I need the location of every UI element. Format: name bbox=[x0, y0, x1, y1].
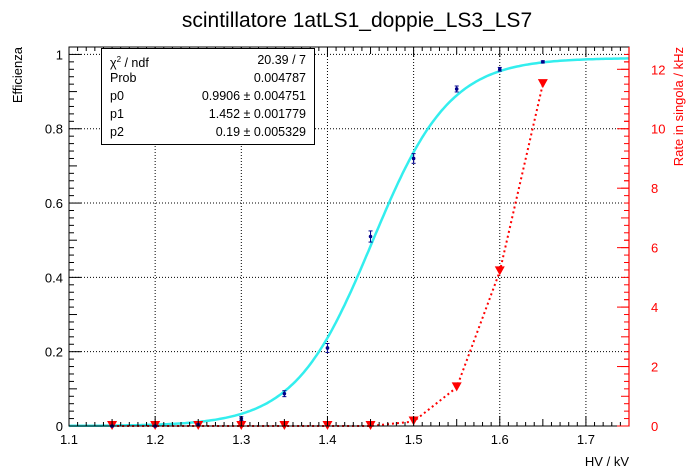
y-left-axis-label: Efficienza bbox=[10, 46, 25, 103]
efficiency-point bbox=[282, 391, 287, 396]
efficiency-point bbox=[541, 60, 545, 64]
y-left-tick-label: 0 bbox=[56, 419, 63, 434]
x-tick-label: 1.2 bbox=[146, 432, 164, 447]
x-tick-label: 1.5 bbox=[405, 432, 423, 447]
y-right-tick-label: 0 bbox=[651, 419, 658, 434]
x-tick-label: 1.1 bbox=[60, 432, 78, 447]
rate-marker bbox=[537, 79, 548, 89]
y-left-tick-label: 0.2 bbox=[45, 345, 63, 360]
efficiency-point bbox=[325, 346, 330, 350]
y-right-axis-label: Rate in singola / kHz bbox=[671, 47, 686, 166]
chart-title: scintillatore 1atLS1_doppie_LS3_LS7 bbox=[182, 9, 532, 32]
stats-value-p1: 1.452 ± 0.001779 bbox=[208, 107, 306, 121]
stats-key-prob: Prob bbox=[110, 71, 137, 85]
x-tick-label: 1.3 bbox=[232, 432, 250, 447]
axes: 1.1 1.2 1.3 1.4 1.5 1.6 1.700.20.40.60.8102468… bbox=[45, 47, 665, 447]
stats-value-p2: 0.19 ± 0.005329 bbox=[215, 125, 306, 139]
stats-value-prob: 0.004787 bbox=[253, 71, 306, 85]
y-right-tick-label: 12 bbox=[651, 62, 665, 77]
stats-key-p0: p0 bbox=[110, 89, 124, 103]
x-tick-label: 1.6 bbox=[491, 432, 509, 447]
y-right-tick-label: 8 bbox=[651, 181, 658, 196]
stats-row-prob: Prob 0.004787 bbox=[110, 69, 306, 87]
x-tick-label: 1.7 bbox=[577, 432, 595, 447]
y-right-tick-label: 10 bbox=[651, 122, 665, 137]
efficiency-point bbox=[368, 234, 373, 239]
y-left-tick-label: 0.6 bbox=[45, 196, 63, 211]
fit-layer bbox=[68, 57, 629, 428]
y-left-tick-label: 0.8 bbox=[45, 122, 63, 137]
stats-row-chi2: χ2 / ndf 20.39 / 7 bbox=[110, 51, 306, 71]
efficiency-point bbox=[454, 87, 459, 91]
x-axis-label: HV / kV bbox=[585, 454, 629, 469]
y-left-tick-label: 0.4 bbox=[45, 270, 63, 285]
y-right-tick-label: 2 bbox=[651, 360, 658, 375]
fit-curve bbox=[68, 57, 629, 428]
stats-key-p2: p2 bbox=[110, 125, 124, 139]
stats-value-chi2: 20.39 / 7 bbox=[257, 53, 306, 67]
y-right-tick-label: 4 bbox=[651, 300, 658, 315]
y-left-tick-label: 1 bbox=[56, 47, 63, 62]
x-tick-label: 1.4 bbox=[318, 432, 336, 447]
stats-key-chi2: χ2 / ndf bbox=[110, 55, 149, 71]
stats-row-p1: p1 1.452 ± 0.001779 bbox=[110, 105, 306, 123]
efficiency-point bbox=[497, 67, 502, 72]
fit-stats-box: χ2 / ndf 20.39 / 7 Prob 0.004787 p0 0.99… bbox=[101, 48, 315, 145]
rate-marker bbox=[451, 382, 462, 392]
rate-marker bbox=[494, 266, 505, 276]
stats-row-p0: p0 0.9906 ± 0.004751 bbox=[110, 87, 306, 105]
efficiency-point bbox=[411, 156, 416, 161]
stats-value-p0: 0.9906 ± 0.004751 bbox=[201, 89, 306, 103]
stats-row-p2: p2 0.19 ± 0.005329 bbox=[110, 123, 306, 141]
y-right-tick-label: 6 bbox=[651, 241, 658, 256]
stats-key-p1: p1 bbox=[110, 107, 124, 121]
